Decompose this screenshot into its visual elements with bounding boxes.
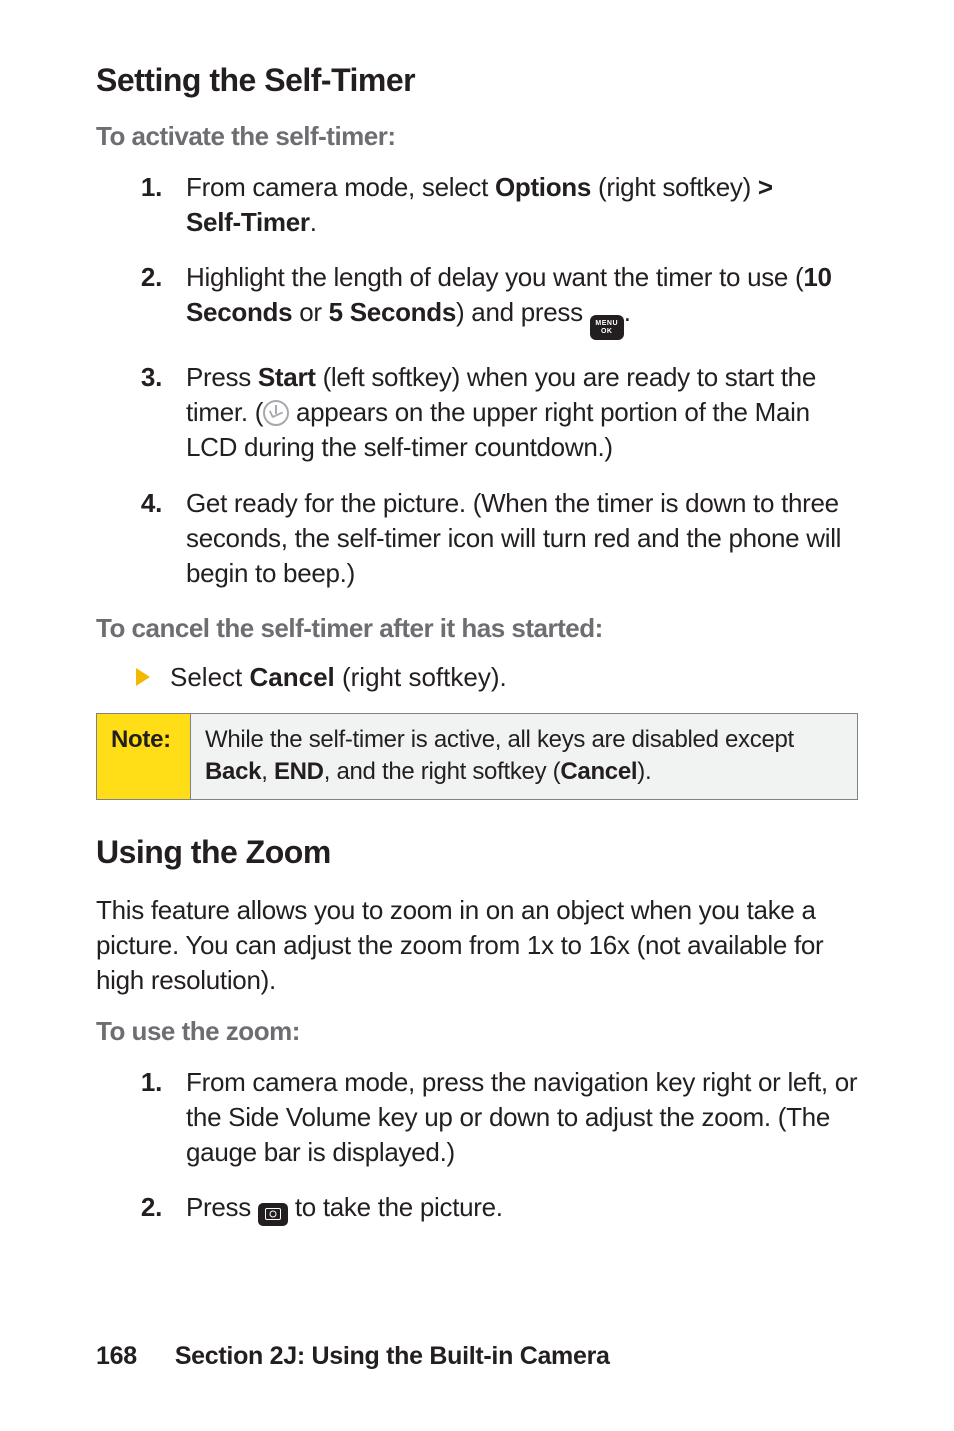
note-body: While the self-timer is active, all keys… [191, 713, 858, 799]
icon-label: OK [601, 328, 613, 335]
text: While the self-timer is active, all keys… [205, 726, 794, 753]
step-2: 2. Press to take the picture. [128, 1190, 858, 1226]
subheading-activate: To activate the self-timer: [96, 121, 858, 152]
text-bold: > [758, 172, 773, 202]
step-3: 3. Press Start (left softkey) when you a… [128, 360, 858, 465]
step-1: 1. From camera mode, press the navigatio… [128, 1065, 858, 1170]
text: Highlight the length of delay you want t… [186, 262, 803, 292]
text-bold: Self-Timer [186, 207, 310, 237]
text-bold: Options [495, 172, 591, 202]
step-number: 3. [128, 360, 162, 465]
step-4: 4. Get ready for the picture. (When the … [128, 486, 858, 591]
text-bold: Back [205, 758, 261, 785]
text: or [292, 297, 328, 327]
text: (right softkey) [591, 172, 758, 202]
bullet-text: Select Cancel (right softkey). [170, 662, 507, 693]
note-label: Note: [97, 713, 191, 799]
steps-activate: 1. From camera mode, select Options (rig… [96, 170, 858, 591]
timer-icon [263, 400, 289, 426]
steps-zoom: 1. From camera mode, press the navigatio… [96, 1065, 858, 1226]
section-label: Section 2J: Using the Built-in Camera [175, 1342, 610, 1370]
text-bold: 5 Seconds [329, 297, 456, 327]
step-number: 1. [128, 1065, 162, 1170]
step-2: 2. Highlight the length of delay you wan… [128, 260, 858, 340]
subheading-use-zoom: To use the zoom: [96, 1016, 858, 1047]
step-1: 1. From camera mode, select Options (rig… [128, 170, 858, 240]
text: Press [186, 1192, 258, 1222]
text: . [624, 297, 631, 327]
text: ). [637, 758, 651, 785]
icon-label: MENU [595, 320, 618, 327]
step-number: 4. [128, 486, 162, 591]
page-footer: 168 Section 2J: Using the Built-in Camera [96, 1342, 610, 1371]
step-number: 2. [128, 260, 162, 340]
text-bold: Start [258, 362, 316, 392]
text: ) and press [456, 297, 590, 327]
text: (right softkey). [335, 662, 507, 692]
page-number: 168 [96, 1342, 137, 1370]
step-text: Press Start (left softkey) when you are … [186, 360, 858, 465]
text: . [310, 207, 317, 237]
step-text: From camera mode, press the navigation k… [186, 1065, 858, 1170]
note-box: Note: While the self-timer is active, al… [96, 713, 858, 800]
step-number: 2. [128, 1190, 162, 1226]
triangle-bullet-icon [136, 668, 150, 686]
bullet-cancel: Select Cancel (right softkey). [136, 662, 858, 693]
step-text: Press to take the picture. [186, 1190, 858, 1226]
text-bold: Cancel [250, 662, 335, 692]
text-bold: Cancel [560, 758, 637, 785]
subheading-cancel: To cancel the self-timer after it has st… [96, 613, 858, 644]
text: , [261, 758, 274, 785]
text: Select [170, 662, 250, 692]
section-heading-zoom: Using the Zoom [96, 834, 858, 871]
step-text: From camera mode, select Options (right … [186, 170, 858, 240]
camera-key-icon [258, 1203, 288, 1226]
section-heading-self-timer: Setting the Self-Timer [96, 62, 858, 99]
text: , and the right softkey ( [324, 758, 561, 785]
step-number: 1. [128, 170, 162, 240]
zoom-paragraph: This feature allows you to zoom in on an… [96, 893, 858, 998]
step-text: Highlight the length of delay you want t… [186, 260, 858, 340]
step-text: Get ready for the picture. (When the tim… [186, 486, 858, 591]
text: Press [186, 362, 258, 392]
text: From camera mode, select [186, 172, 495, 202]
text: to take the picture. [288, 1192, 503, 1222]
menu-ok-key-icon: MENUOK [590, 315, 624, 340]
text-bold: END [274, 758, 324, 785]
